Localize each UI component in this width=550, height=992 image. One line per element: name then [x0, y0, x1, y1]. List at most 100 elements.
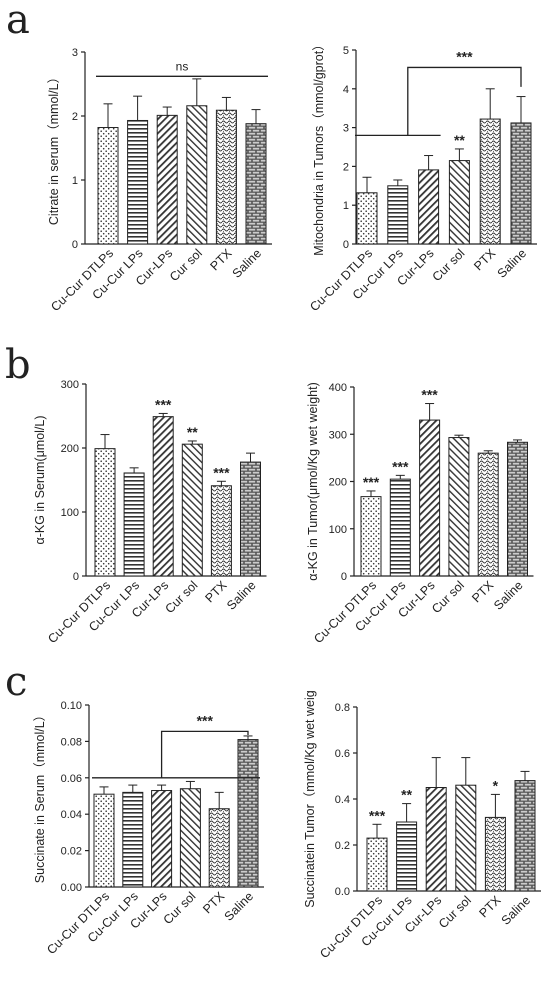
chart-c-right: 0.0 0.2 0.4 0.6 0.8 Succinatein Tumor（mmol/Kg… [303, 690, 541, 961]
bar [123, 472, 145, 577]
x-tick-label: Saline [499, 893, 534, 928]
y-axis-label: Citrate in serum（mmol/L） [47, 71, 61, 225]
bar [477, 452, 499, 577]
bar [237, 739, 259, 888]
bar [151, 790, 173, 888]
bar [356, 192, 378, 245]
bar [245, 123, 267, 245]
x-tick-label: Cur sol [429, 578, 467, 616]
significance-mark: *** [392, 458, 409, 474]
y-axis-label: Succinate in Serum（mmol/L） [33, 709, 47, 883]
bar [448, 437, 470, 577]
y-tick-label: 0.04 [61, 809, 82, 821]
significance-mark: ** [187, 424, 198, 440]
bar [510, 122, 532, 245]
y-tick-label: 4 [343, 84, 349, 96]
x-tick-label: Saline [222, 889, 257, 924]
bar [366, 837, 388, 892]
comparison-bracket [407, 66, 522, 136]
panel-letter-c: c [5, 659, 28, 705]
y-tick-label: 0.2 [335, 840, 350, 852]
x-tick-label: Cur sol [167, 246, 205, 284]
bar [387, 185, 409, 245]
y-tick-label: 300 [61, 379, 79, 391]
y-tick-label: 2 [72, 111, 78, 123]
bar [425, 787, 447, 892]
y-tick-label: 0.08 [61, 736, 82, 748]
bar [455, 784, 477, 892]
bar [186, 105, 208, 245]
x-tick-label: Cur sol [430, 246, 468, 284]
bar [208, 808, 230, 888]
y-tick-label: 3 [343, 123, 349, 135]
bar [94, 448, 116, 577]
x-tick-label: Saline [230, 246, 265, 281]
y-tick-label: 200 [61, 443, 79, 455]
bar [360, 496, 382, 577]
y-tick-label: 5 [343, 45, 349, 57]
chart-a-right: 0 1 2 3 4 5 Mitochondria in Tumors（mmol/gprot）… [307, 38, 537, 314]
bar [484, 816, 506, 892]
significance-mark: *** [369, 807, 386, 823]
bar [215, 109, 237, 245]
comparison-label: *** [197, 712, 214, 728]
significance-mark: ** [454, 132, 465, 148]
y-tick-label: 1 [72, 175, 78, 187]
y-tick-label: 0.8 [335, 702, 350, 714]
bar [93, 793, 115, 888]
comparison-label: *** [456, 48, 473, 64]
bar [181, 443, 203, 577]
y-tick-label: 0 [73, 571, 79, 583]
comparison-bracket [160, 730, 249, 778]
y-axis-label: Succinatein Tumor（mmol/Kg wet weig [303, 690, 317, 907]
bar [240, 461, 261, 577]
y-tick-label: 100 [61, 507, 79, 519]
chart-b-right: 0 100 200 300 400 α-KG in Tumor(μmol/Kg wet w… [306, 382, 534, 646]
y-tick-label: 100 [329, 524, 347, 536]
y-tick-label: 200 [329, 477, 347, 489]
bar [97, 127, 119, 245]
y-tick-label: 0 [72, 239, 78, 251]
y-tick-label: 300 [329, 429, 347, 441]
y-tick-label: 0.6 [335, 748, 350, 760]
y-tick-label: 0.06 [61, 773, 82, 785]
bar [127, 119, 149, 245]
bar [389, 478, 411, 577]
y-tick-label: 0 [341, 571, 347, 583]
x-tick-label: Cur sol [161, 889, 199, 927]
significance-mark: *** [213, 464, 230, 480]
y-tick-label: 0.4 [335, 794, 350, 806]
chart-c-left: 0.00 0.02 0.04 0.06 0.08 0.10 Succinate in Ser… [33, 700, 264, 957]
y-tick-label: 3 [72, 47, 78, 59]
bar [210, 485, 232, 577]
x-tick-label: Saline [224, 578, 259, 613]
panel-letter-b: b [5, 342, 31, 388]
x-tick-label: Saline [495, 246, 530, 281]
bar [122, 791, 144, 888]
x-tick-label: Cur sol [436, 893, 474, 931]
y-tick-label: 0.00 [61, 882, 82, 894]
y-tick-label: 0.10 [61, 700, 82, 712]
bar [152, 416, 174, 577]
y-tick-label: 0 [343, 239, 349, 251]
y-tick-label: 0.0 [335, 886, 350, 898]
y-axis-label: α-KG in Tumor(μmol/Kg wet weight) [306, 382, 320, 581]
bar [448, 160, 470, 245]
bar [507, 441, 528, 577]
x-tick-label: PTX [471, 246, 499, 274]
panel-letter-a: a [6, 0, 30, 43]
x-tick-label: Cur sol [163, 578, 201, 616]
significance-mark: ** [401, 787, 412, 803]
bar [479, 118, 501, 245]
y-tick-label: 2 [343, 161, 349, 173]
y-axis-label: Mitochondria in Tumors（mmol/gprot） [312, 38, 326, 255]
bar [179, 788, 201, 888]
x-tick-label: Saline [491, 578, 526, 613]
bar [514, 780, 536, 892]
y-tick-label: 1 [343, 200, 349, 212]
bar [418, 169, 440, 245]
